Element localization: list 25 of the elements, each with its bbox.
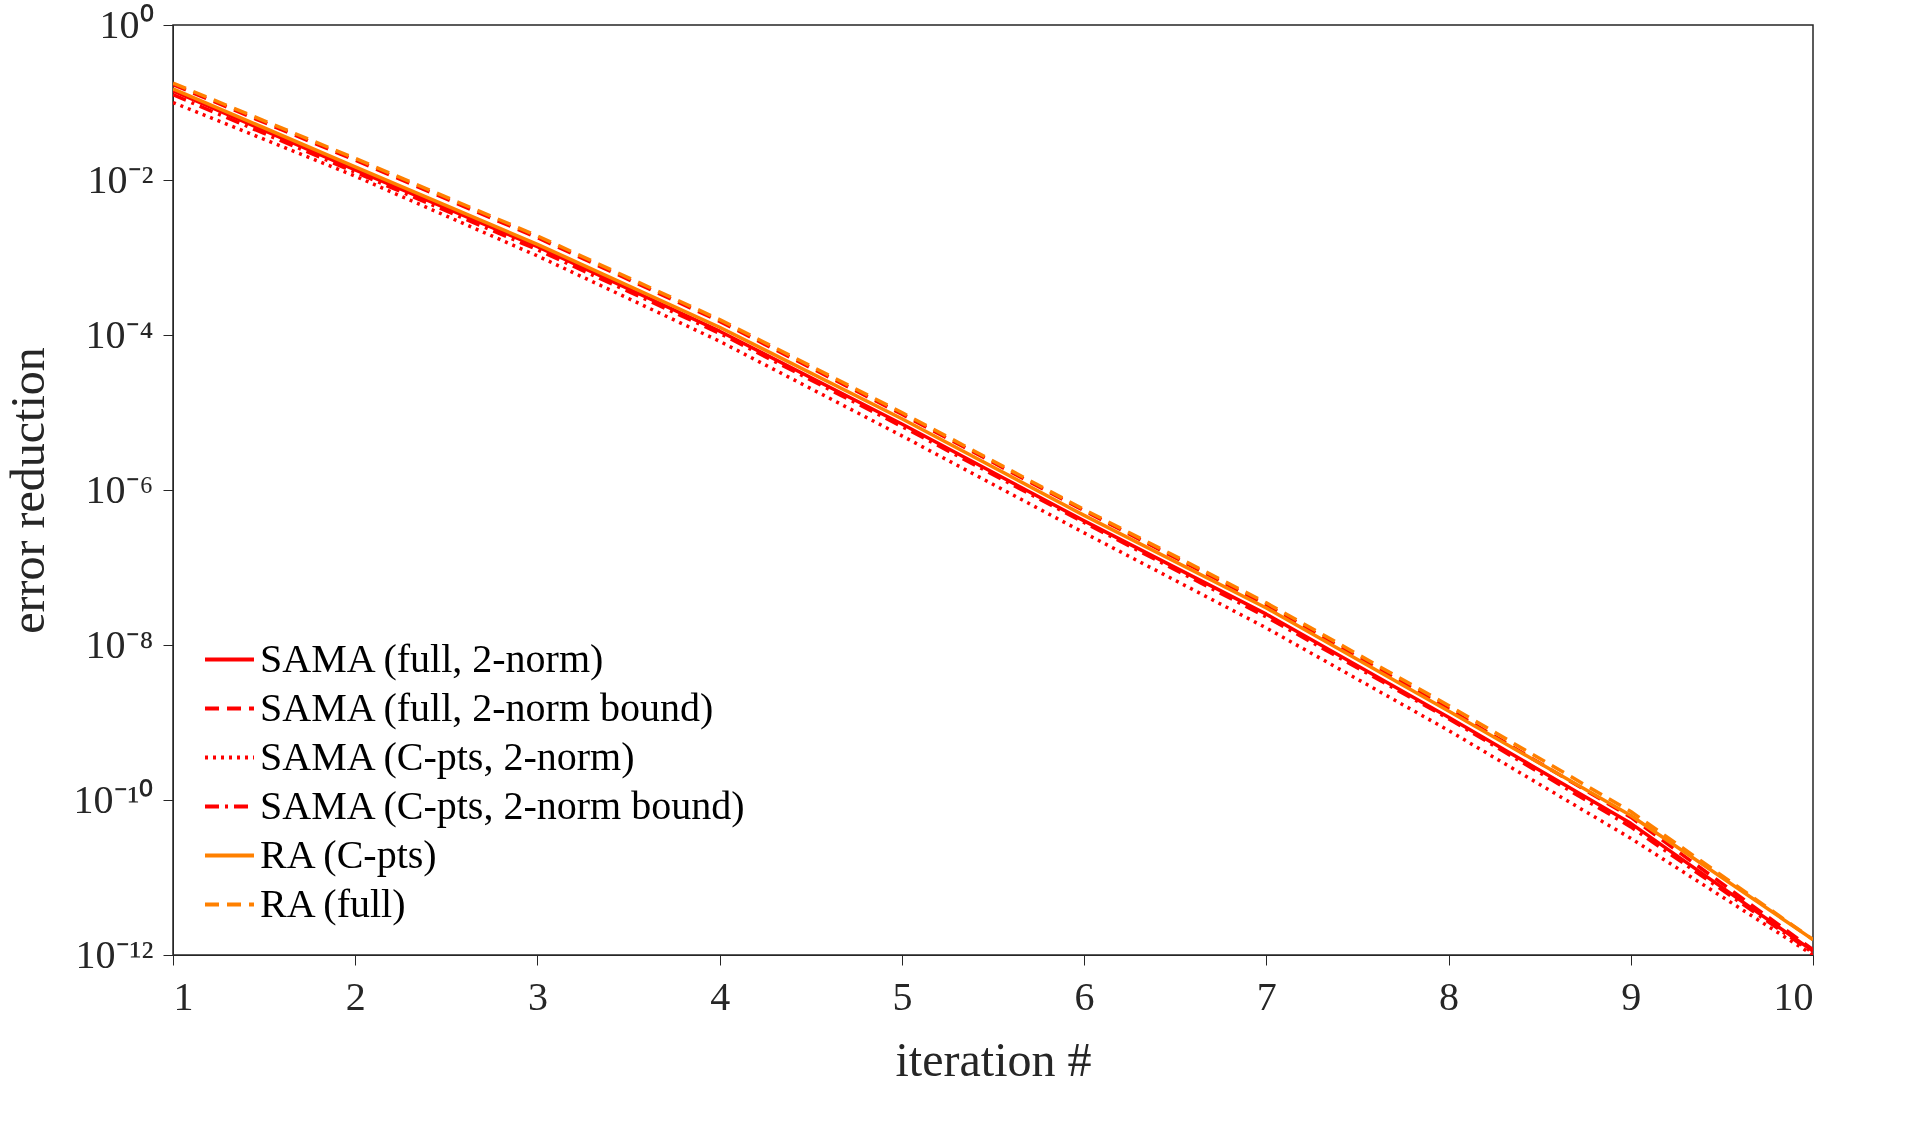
x-tick-label: 9: [1621, 973, 1642, 1019]
legend-label: SAMA (full, 2-norm bound): [260, 684, 714, 730]
y-tick-label: 10⁻¹⁰: [73, 776, 154, 822]
y-tick-label: 10⁻¹²: [75, 931, 154, 977]
x-tick-label: 6: [1074, 973, 1095, 1019]
x-tick-label: 10: [1773, 973, 1814, 1019]
y-tick-label: 10⁻⁶: [85, 466, 154, 512]
y-tick-label: 10⁰: [99, 1, 154, 47]
legend-label: RA (C-pts): [260, 831, 437, 877]
x-axis-title: iteration #: [895, 1032, 1092, 1086]
x-tick-label: 3: [527, 973, 548, 1019]
legend-label: SAMA (C-pts, 2-norm bound): [260, 782, 745, 828]
x-tick-label: 8: [1439, 973, 1460, 1019]
x-tick-label: 1: [173, 973, 194, 1019]
y-tick-label: 10⁻⁴: [85, 311, 154, 357]
legend-label: SAMA (full, 2-norm): [260, 635, 604, 681]
y-tick-label: 10⁻⁸: [85, 621, 154, 667]
x-tick-label: 5: [892, 973, 913, 1019]
x-tick-label: 2: [345, 973, 366, 1019]
y-tick-label: 10⁻²: [87, 156, 154, 202]
legend-label: RA (full): [260, 880, 406, 926]
y-axis-title: error reduction: [0, 347, 54, 634]
x-tick-label: 7: [1256, 973, 1277, 1019]
legend-label: SAMA (C-pts, 2-norm): [260, 733, 635, 779]
x-tick-label: 4: [710, 973, 731, 1019]
